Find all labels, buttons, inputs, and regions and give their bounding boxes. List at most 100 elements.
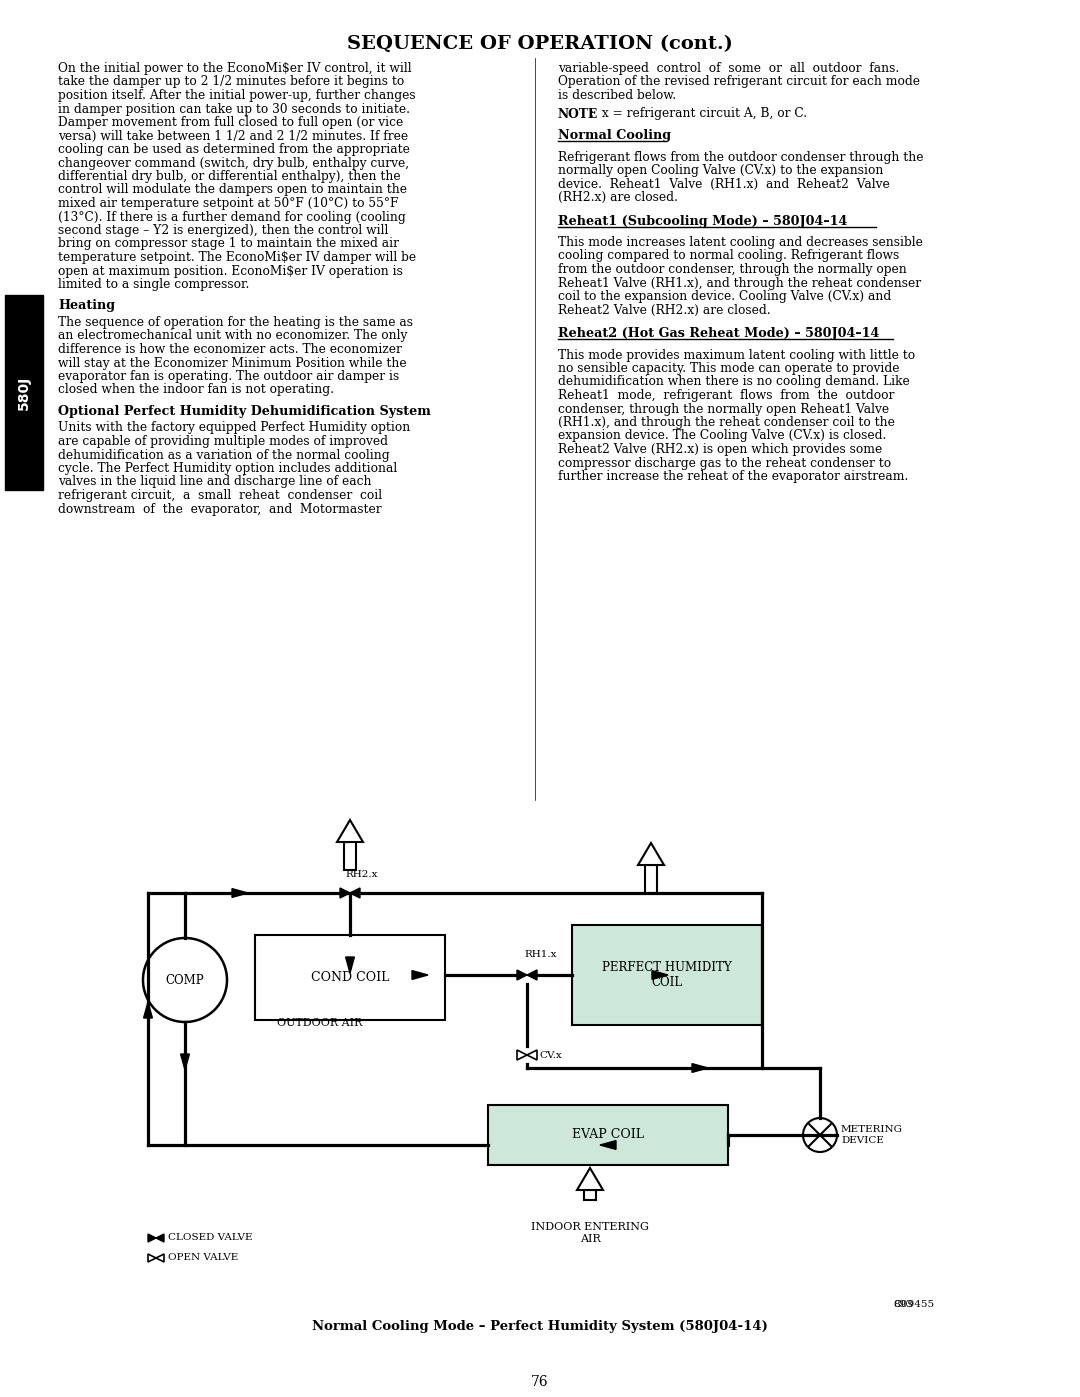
Circle shape: [804, 1118, 837, 1153]
Bar: [488, 1105, 728, 1165]
Polygon shape: [156, 1255, 164, 1261]
Bar: [5, 295, 43, 490]
Bar: [646, 974, 657, 997]
Text: Heating: Heating: [58, 299, 116, 313]
Polygon shape: [307, 951, 333, 974]
Text: versa) will take between 1 1/2 and 2 1/2 minutes. If free: versa) will take between 1 1/2 and 2 1/2…: [58, 130, 408, 142]
Text: :  x = refrigerant circuit A, B, or C.: : x = refrigerant circuit A, B, or C.: [590, 108, 807, 120]
Text: Operation of the revised refrigerant circuit for each mode: Operation of the revised refrigerant cir…: [558, 75, 920, 88]
Text: downstream  of  the  evaporator,  and  Motormaster: downstream of the evaporator, and Motorm…: [58, 503, 381, 515]
Polygon shape: [652, 971, 669, 979]
Text: cooling can be used as determined from the appropriate: cooling can be used as determined from t…: [58, 142, 410, 156]
Polygon shape: [638, 842, 664, 865]
Text: control will modulate the dampers open to maintain the: control will modulate the dampers open t…: [58, 183, 407, 197]
Polygon shape: [232, 888, 248, 897]
Text: take the damper up to 2 1/2 minutes before it begins to: take the damper up to 2 1/2 minutes befo…: [58, 75, 404, 88]
Text: NOTE: NOTE: [558, 108, 598, 120]
Text: device.  Reheat1  Valve  (RH1.x)  and  Reheat2  Valve: device. Reheat1 Valve (RH1.x) and Reheat…: [558, 177, 890, 190]
Text: This mode increases latent cooling and decreases sensible: This mode increases latent cooling and d…: [558, 236, 923, 249]
Polygon shape: [350, 888, 360, 898]
Text: bring on compressor stage 1 to maintain the mixed air: bring on compressor stage 1 to maintain …: [58, 237, 399, 250]
Polygon shape: [640, 951, 662, 974]
Text: differential dry bulb, or differential enthalpy), then the: differential dry bulb, or differential e…: [58, 170, 401, 183]
Polygon shape: [337, 820, 363, 842]
Bar: [255, 935, 445, 1020]
Polygon shape: [144, 1002, 152, 1018]
Bar: [584, 1190, 596, 1200]
Polygon shape: [692, 1063, 708, 1073]
Text: METERING
DEVICE: METERING DEVICE: [841, 1126, 903, 1144]
Text: difference is how the economizer acts. The economizer: difference is how the economizer acts. T…: [58, 344, 402, 356]
Text: coil to the expansion device. Cooling Valve (CV.x) and: coil to the expansion device. Cooling Va…: [558, 291, 891, 303]
Text: PERFECT HUMIDITY
COIL: PERFECT HUMIDITY COIL: [603, 961, 732, 989]
Polygon shape: [527, 970, 537, 981]
Polygon shape: [600, 1140, 616, 1150]
Text: RH2.x: RH2.x: [345, 870, 378, 879]
Text: CV.x: CV.x: [539, 1051, 562, 1059]
Text: COND COIL: COND COIL: [311, 971, 389, 983]
Text: This mode provides maximum latent cooling with little to: This mode provides maximum latent coolin…: [558, 348, 915, 362]
Text: limited to a single compressor.: limited to a single compressor.: [58, 278, 249, 291]
Text: dehumidification as a variation of the normal cooling: dehumidification as a variation of the n…: [58, 448, 390, 461]
Text: SEQUENCE OF OPERATION (cont.): SEQUENCE OF OPERATION (cont.): [347, 35, 733, 53]
Bar: [343, 842, 356, 870]
Text: Refrigerant flows from the outdoor condenser through the: Refrigerant flows from the outdoor conde…: [558, 151, 923, 163]
Bar: [314, 974, 326, 1000]
Text: Units with the factory equipped Perfect Humidity option: Units with the factory equipped Perfect …: [58, 422, 410, 434]
Text: second stage – Y2 is energized), then the control will: second stage – Y2 is energized), then th…: [58, 224, 389, 237]
Text: no sensible capacity. This mode can operate to provide: no sensible capacity. This mode can oper…: [558, 362, 900, 374]
Text: Reheat1  mode,  refrigerant  flows  from  the  outdoor: Reheat1 mode, refrigerant flows from the…: [558, 388, 894, 402]
Text: is described below.: is described below.: [558, 89, 676, 102]
Text: cooling compared to normal cooling. Refrigerant flows: cooling compared to normal cooling. Refr…: [558, 250, 900, 263]
Text: compressor discharge gas to the reheat condenser to: compressor discharge gas to the reheat c…: [558, 457, 891, 469]
Text: open at maximum position. EconoMi$er IV operation is: open at maximum position. EconoMi$er IV …: [58, 264, 403, 278]
Polygon shape: [148, 1234, 156, 1242]
Text: Normal Cooling: Normal Cooling: [558, 129, 671, 142]
Text: Damper movement from full closed to full open (or vice: Damper movement from full closed to full…: [58, 116, 403, 129]
Text: are capable of providing multiple modes of improved: are capable of providing multiple modes …: [58, 434, 388, 448]
Text: cycle. The Perfect Humidity option includes additional: cycle. The Perfect Humidity option inclu…: [58, 462, 397, 475]
Text: 893: 893: [893, 1301, 913, 1309]
Text: Reheat1 Valve (RH1.x), and through the reheat condenser: Reheat1 Valve (RH1.x), and through the r…: [558, 277, 921, 289]
Text: variable-speed  control  of  some  or  all  outdoor  fans.: variable-speed control of some or all ou…: [558, 61, 900, 75]
Text: expansion device. The Cooling Valve (CV.x) is closed.: expansion device. The Cooling Valve (CV.…: [558, 429, 887, 443]
Text: 76: 76: [531, 1375, 549, 1389]
Text: Normal Cooling Mode – Perfect Humidity System (580J04‑14): Normal Cooling Mode – Perfect Humidity S…: [312, 1320, 768, 1333]
Text: condenser, through the normally open Reheat1 Valve: condenser, through the normally open Reh…: [558, 402, 889, 415]
Text: OUTDOOR AIR: OUTDOOR AIR: [278, 1018, 363, 1028]
Text: INDOOR ENTERING
AIR: INDOOR ENTERING AIR: [531, 1222, 649, 1243]
Text: RH1.x: RH1.x: [524, 950, 556, 958]
Text: Optional Perfect Humidity Dehumidification System: Optional Perfect Humidity Dehumidificati…: [58, 405, 431, 418]
Text: (RH2.x) are closed.: (RH2.x) are closed.: [558, 191, 678, 204]
Text: changeover command (switch, dry bulb, enthalpy curve,: changeover command (switch, dry bulb, en…: [58, 156, 409, 169]
Text: Reheat1 (Subcooling Mode) – 580J04–14: Reheat1 (Subcooling Mode) – 580J04–14: [558, 215, 848, 228]
Bar: [645, 865, 658, 893]
Polygon shape: [148, 1255, 156, 1261]
Polygon shape: [346, 957, 354, 972]
Polygon shape: [517, 1051, 527, 1060]
Polygon shape: [156, 1234, 164, 1242]
Text: an electromechanical unit with no economizer. The only: an electromechanical unit with no econom…: [58, 330, 407, 342]
Text: mixed air temperature setpoint at 50°F (10°C) to 55°F: mixed air temperature setpoint at 50°F (…: [58, 197, 399, 210]
Text: On the initial power to the EconoMi$er IV control, it will: On the initial power to the EconoMi$er I…: [58, 61, 411, 75]
Polygon shape: [340, 888, 350, 898]
Text: dehumidification when there is no cooling demand. Like: dehumidification when there is no coolin…: [558, 376, 909, 388]
Text: Reheat2 Valve (RH2.x) are closed.: Reheat2 Valve (RH2.x) are closed.: [558, 303, 771, 317]
Text: (RH1.x), and through the reheat condenser coil to the: (RH1.x), and through the reheat condense…: [558, 416, 895, 429]
Polygon shape: [411, 971, 428, 979]
Text: Reheat2 (Hot Gas Reheat Mode) – 580J04–14: Reheat2 (Hot Gas Reheat Mode) – 580J04–1…: [558, 327, 879, 339]
Polygon shape: [180, 1053, 189, 1070]
Text: in damper position can take up to 30 seconds to initiate.: in damper position can take up to 30 sec…: [58, 102, 410, 116]
Text: from the outdoor condenser, through the normally open: from the outdoor condenser, through the …: [558, 263, 907, 277]
Text: EVAP COIL: EVAP COIL: [572, 1129, 644, 1141]
Text: OPEN VALVE: OPEN VALVE: [168, 1253, 239, 1263]
Text: closed when the indoor fan is not operating.: closed when the indoor fan is not operat…: [58, 384, 334, 397]
Text: refrigerant circuit,  a  small  reheat  condenser  coil: refrigerant circuit, a small reheat cond…: [58, 489, 382, 502]
Text: valves in the liquid line and discharge line of each: valves in the liquid line and discharge …: [58, 475, 372, 489]
Polygon shape: [517, 970, 527, 981]
Text: further increase the reheat of the evaporator airstream.: further increase the reheat of the evapo…: [558, 469, 908, 483]
Text: Reheat2 Valve (RH2.x) is open which provides some: Reheat2 Valve (RH2.x) is open which prov…: [558, 443, 882, 455]
Text: evaporator fan is operating. The outdoor air damper is: evaporator fan is operating. The outdoor…: [58, 370, 400, 383]
Text: (13°C). If there is a further demand for cooling (cooling: (13°C). If there is a further demand for…: [58, 211, 406, 224]
Text: COMP: COMP: [165, 974, 204, 986]
